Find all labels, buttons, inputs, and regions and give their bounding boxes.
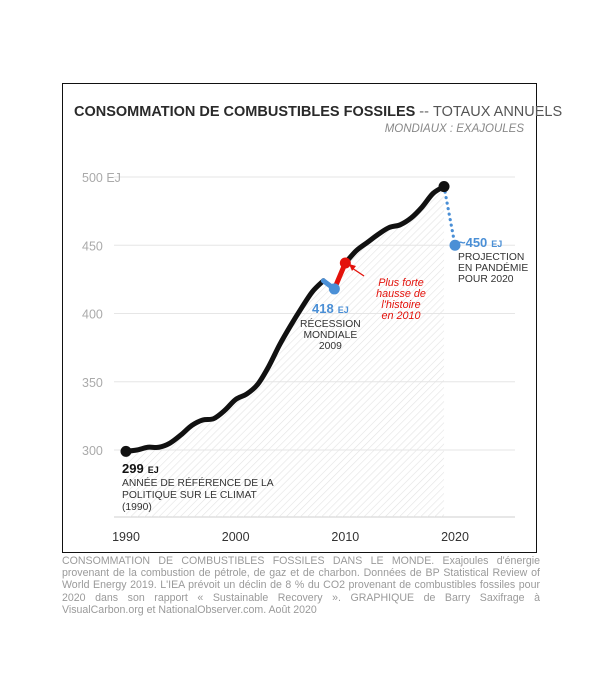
projection-note-line: EN PANDÉMIE [458, 261, 528, 274]
y-tick-label: 450 [82, 239, 103, 253]
series-line-projection [442, 184, 457, 247]
recession-unit: EJ [338, 305, 349, 315]
y-tick-label: 500 EJ [82, 171, 121, 185]
title-separator: -- [419, 104, 429, 120]
recession-value-label: 418 EJ [312, 301, 349, 316]
series-line-after-2010 [342, 184, 447, 266]
title-bold: CONSOMMATION DE COMBUSTIBLES FOSSILES [74, 104, 416, 120]
start-note-line: (1990) [122, 502, 152, 513]
title-rest: TOTAUX ANNUELS [432, 104, 563, 120]
recession-note-line: RÉCESSION [300, 317, 361, 330]
recession-note-line: MONDIALE [303, 330, 357, 341]
point-1990 [120, 445, 132, 457]
x-tick-label: 1990 [112, 530, 140, 544]
projection-unit: EJ [491, 239, 502, 249]
y-tick-label: 400 [82, 308, 103, 322]
point-2010 [339, 257, 351, 269]
point-2019 [438, 181, 450, 193]
start-value-label: 299 EJ [122, 461, 159, 476]
chart-subtitle: MONDIAUX : EXAJOULES [384, 123, 524, 135]
hike-note-line: en 2010 [381, 310, 420, 322]
chart-title: CONSOMMATION DE COMBUSTIBLES FOSSILES -- T… [74, 104, 562, 120]
x-tick-label: 2010 [331, 530, 359, 544]
x-tick-label: 2020 [441, 530, 469, 544]
projection-note-line: POUR 2020 [458, 274, 514, 285]
point-2020 [449, 239, 461, 251]
hike-arrowhead [349, 264, 356, 271]
start-note-line: ANNÉE DE RÉFÉRENCE DE LA [122, 476, 274, 489]
figure-caption: CONSOMMATION DE COMBUSTIBLES FOSSILES DA… [62, 555, 540, 616]
series-line-main [123, 278, 326, 454]
hike-note-line: l'histoire [381, 299, 420, 311]
projection-value: ~450 [458, 235, 487, 250]
x-tick-label: 2000 [222, 530, 250, 544]
recession-note-line: 2009 [319, 341, 342, 352]
recession-value: 418 [312, 301, 334, 316]
start-value: 299 [122, 461, 144, 476]
area-fill [126, 186, 445, 517]
y-tick-label: 300 [82, 444, 103, 458]
hike-note-line: Plus forte [378, 277, 424, 289]
point-2009 [328, 283, 340, 295]
projection-note-line: PROJECTION [458, 252, 524, 263]
hike-note-line: hausse de [376, 288, 426, 300]
start-note-line: POLITIQUE SUR LE CLIMAT [122, 490, 258, 501]
hike-pointer [351, 267, 365, 277]
y-tick-label: 350 [82, 376, 103, 390]
start-unit: EJ [148, 465, 159, 475]
projection-value-label: ~450 EJ [458, 235, 502, 250]
